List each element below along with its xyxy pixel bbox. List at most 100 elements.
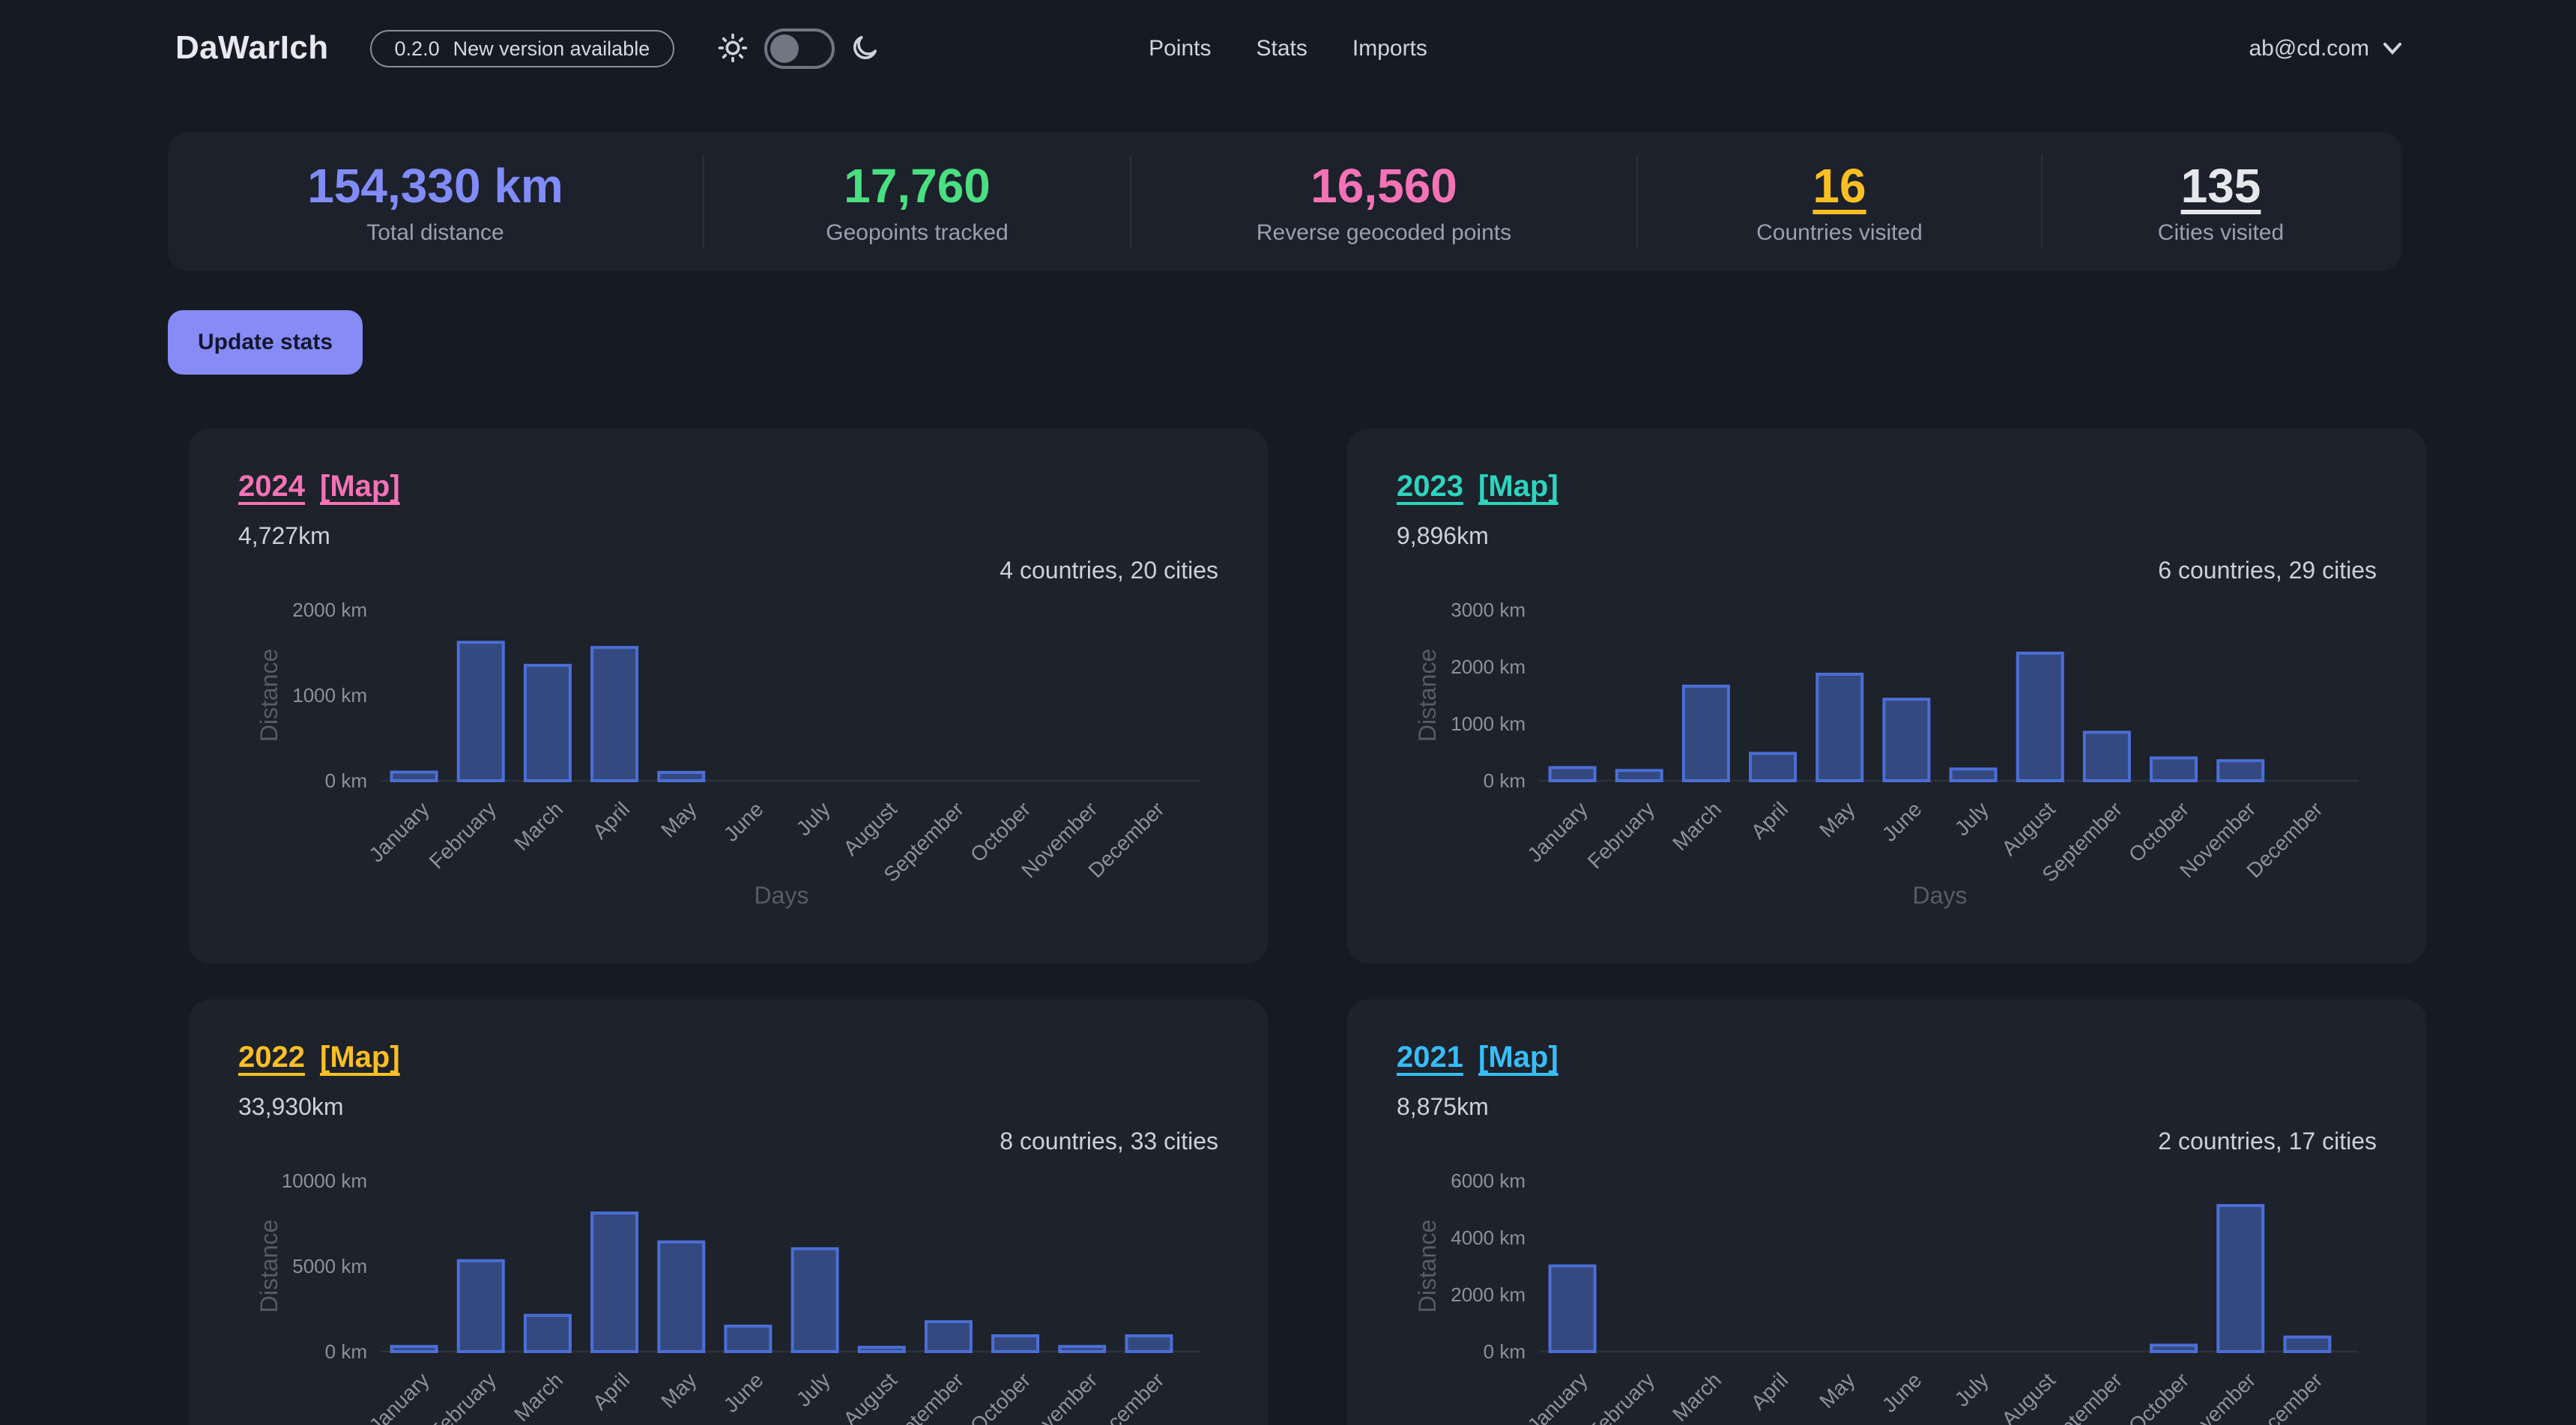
svg-text:July: July <box>1950 798 1993 841</box>
main-nav: Points Stats Imports <box>1149 35 1427 61</box>
year-link[interactable]: 2022 <box>238 1041 305 1075</box>
svg-text:Days: Days <box>1913 883 1968 910</box>
map-link[interactable]: [Map] <box>1478 1041 1558 1075</box>
svg-text:January: January <box>1523 1369 1591 1425</box>
svg-text:2000 km: 2000 km <box>1451 656 1526 679</box>
svg-text:10000 km: 10000 km <box>282 1170 367 1193</box>
svg-text:May: May <box>656 1369 701 1413</box>
svg-text:January: January <box>1523 798 1591 867</box>
monthly-distance-chart: 0 km 2000 km 4000 km 6000 km JanuaryFebruary… <box>1414 1170 2359 1425</box>
svg-text:October: October <box>966 1369 1035 1425</box>
year-distance: 8,875km <box>1397 1095 1489 1122</box>
svg-text:May: May <box>656 798 701 842</box>
svg-text:March: March <box>510 1369 567 1425</box>
stats-strip: 154,330 km Total distance 17,760 Geopoin… <box>168 132 2402 272</box>
svg-text:April: April <box>1747 1369 1793 1415</box>
theme-toggle-knob <box>770 34 799 62</box>
user-menu[interactable]: ab@cd.com <box>2249 35 2402 61</box>
svg-text:February: February <box>1583 798 1659 874</box>
stat-label: Reverse geocoded points <box>1256 220 1512 246</box>
theme-switcher <box>716 28 879 68</box>
svg-text:2000 km: 2000 km <box>1451 1284 1526 1307</box>
svg-text:July: July <box>792 1369 835 1412</box>
theme-toggle[interactable] <box>764 28 835 68</box>
map-link[interactable]: [Map] <box>1478 471 1558 504</box>
nav-link-imports[interactable]: Imports <box>1352 35 1427 61</box>
stat-label: Countries visited <box>1756 220 1923 246</box>
svg-text:February: February <box>425 1369 501 1425</box>
update-stats-button[interactable]: Update stats <box>168 310 363 375</box>
svg-text:June: June <box>1878 798 1926 847</box>
map-link[interactable]: [Map] <box>320 471 400 504</box>
svg-text:June: June <box>719 1369 768 1418</box>
monthly-distance-chart: 0 km 1000 km 2000 km 3000 km JanuaryFebruary… <box>1414 599 2359 910</box>
year-card-2021: 2021 [Map] 8,875km 2 countries, 17 citie… <box>1347 999 2426 1425</box>
year-summary: 8 countries, 33 cities <box>1000 1130 1218 1156</box>
svg-text:August: August <box>1997 798 2060 861</box>
svg-text:0 km: 0 km <box>1484 1341 1526 1364</box>
year-cards-grid: 2024 [Map] 4,727km 4 countries, 20 citie… <box>189 429 2426 1425</box>
svg-text:Distance: Distance <box>256 1220 282 1314</box>
svg-text:November: November <box>1017 1369 1101 1425</box>
stat-label: Total distance <box>366 220 504 246</box>
version-number: 0.2.0 <box>394 37 440 59</box>
stat-value[interactable]: 135 <box>2180 159 2261 213</box>
svg-text:July: July <box>792 798 835 841</box>
svg-text:October: October <box>2124 798 2193 867</box>
svg-text:4000 km: 4000 km <box>1451 1227 1526 1250</box>
svg-text:November: November <box>2175 1369 2260 1425</box>
stat-label: Geopoints tracked <box>826 220 1009 246</box>
year-card-2022: 2022 [Map] 33,930km 8 countries, 33 citi… <box>189 999 1268 1425</box>
svg-text:0 km: 0 km <box>1484 770 1526 793</box>
svg-text:Days: Days <box>755 883 809 910</box>
svg-text:February: February <box>1583 1369 1659 1425</box>
svg-text:July: July <box>1950 1369 1993 1412</box>
svg-text:April: April <box>1747 798 1793 844</box>
stat-geopoints: 17,760 Geopoints tracked <box>703 154 1130 249</box>
svg-text:April: April <box>588 798 635 844</box>
year-summary: 2 countries, 17 cities <box>2158 1130 2377 1156</box>
nav-link-points[interactable]: Points <box>1149 35 1212 61</box>
svg-text:0 km: 0 km <box>325 770 367 793</box>
svg-text:2000 km: 2000 km <box>292 599 367 622</box>
svg-text:January: January <box>364 798 433 867</box>
svg-text:March: March <box>1668 798 1726 856</box>
version-badge[interactable]: 0.2.0 New version available <box>370 29 674 67</box>
year-distance: 33,930km <box>238 1095 344 1122</box>
svg-text:March: March <box>510 798 567 856</box>
stat-countries-visited: 16 Countries visited <box>1636 154 2041 249</box>
svg-text:3000 km: 3000 km <box>1451 599 1526 622</box>
stat-value: 17,760 <box>844 159 991 213</box>
svg-text:August: August <box>838 798 901 861</box>
map-link[interactable]: [Map] <box>320 1041 400 1075</box>
stat-label: Cities visited <box>2157 220 2285 246</box>
stat-value: 154,330 km <box>307 159 563 213</box>
year-link[interactable]: 2024 <box>238 471 305 504</box>
svg-text:April: April <box>588 1369 635 1415</box>
svg-text:May: May <box>1815 798 1859 842</box>
svg-text:May: May <box>1815 1369 1859 1413</box>
nav-link-stats[interactable]: Stats <box>1256 35 1307 61</box>
year-distance: 4,727km <box>238 524 330 551</box>
year-link[interactable]: 2021 <box>1397 1041 1463 1075</box>
svg-text:1000 km: 1000 km <box>1451 713 1526 736</box>
svg-text:March: March <box>1668 1369 1726 1425</box>
svg-text:December: December <box>1083 1369 1168 1425</box>
sun-icon <box>716 31 749 64</box>
stat-value[interactable]: 16 <box>1812 159 1866 213</box>
navbar: DaWarIch 0.2.0 New version available <box>0 0 2576 96</box>
year-summary: 4 countries, 20 cities <box>1000 559 1218 585</box>
svg-text:January: January <box>364 1369 433 1425</box>
svg-text:Distance: Distance <box>256 650 282 743</box>
svg-text:0 km: 0 km <box>325 1341 367 1364</box>
year-summary: 6 countries, 29 cities <box>2158 559 2377 585</box>
year-card-2023: 2023 [Map] 9,896km 6 countries, 29 citie… <box>1347 429 2426 964</box>
year-distance: 9,896km <box>1397 524 1489 551</box>
svg-text:Distance: Distance <box>1414 650 1441 743</box>
stat-cities-visited: 135 Cities visited <box>2041 154 2399 249</box>
year-link[interactable]: 2023 <box>1397 471 1463 504</box>
svg-text:5000 km: 5000 km <box>292 1256 367 1278</box>
